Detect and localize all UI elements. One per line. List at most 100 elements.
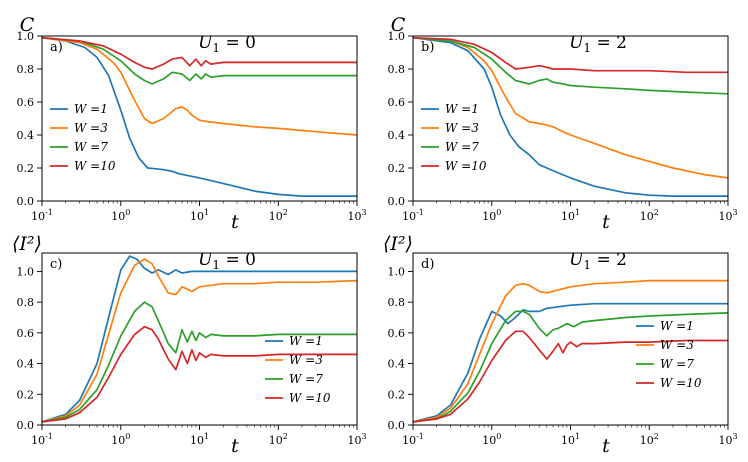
x-axis-label: t bbox=[231, 211, 239, 233]
x-tick-label: 103 bbox=[347, 208, 366, 223]
panel-title: U1 = 2 bbox=[569, 250, 627, 272]
x-tick-label: 103 bbox=[718, 432, 737, 447]
panel-a: 10-1 100 101 102 103 0.0 0.2 0.4 0.6 0.8 1.0 a) U1 =… bbox=[17, 14, 367, 233]
plot-frame bbox=[412, 35, 729, 202]
series-line-3 bbox=[413, 36, 728, 95]
legend-entry: W =10 bbox=[289, 391, 331, 405]
y-axis-label: C bbox=[20, 14, 35, 36]
legend-entry: W =1 bbox=[289, 334, 323, 348]
series-line-1 bbox=[42, 255, 357, 423]
panel-c: 10-1 100 101 102 103 0.0 0.2 0.4 0.6 0.8 1.0 c) U1 =… bbox=[12, 233, 367, 457]
panel-d: 10-1 100 101 102 103 0.0 0.2 0.4 0.6 0.8 1.0 d) U1 =… bbox=[383, 233, 738, 457]
legend-entry: W =3 bbox=[445, 121, 479, 135]
series-line-4 bbox=[42, 325, 357, 423]
x-axis-label: t bbox=[231, 435, 239, 457]
y-axis-label: C bbox=[391, 14, 406, 36]
y-tick-label: 0.2 bbox=[388, 388, 406, 401]
legend-entry: W =3 bbox=[289, 353, 323, 367]
y-tick-label: 0.6 bbox=[17, 327, 35, 340]
plot-frame bbox=[412, 252, 729, 426]
series-line-4 bbox=[413, 330, 728, 423]
x-tick-label: 102 bbox=[640, 208, 659, 223]
x-tick-label: 100 bbox=[111, 208, 130, 223]
y-tick-label: 0.0 bbox=[388, 419, 406, 432]
x-tick-label: 100 bbox=[111, 432, 130, 447]
y-tick-label: 0.4 bbox=[17, 358, 35, 371]
y-tick-label: 0.2 bbox=[17, 388, 35, 401]
legend-entry: W =7 bbox=[445, 140, 479, 154]
legend-entry: W =1 bbox=[660, 319, 694, 333]
legend-entry: W =1 bbox=[445, 102, 479, 116]
legend-entry: W =10 bbox=[660, 376, 702, 390]
y-tick-label: 0.4 bbox=[388, 129, 406, 142]
legend-entry: W =7 bbox=[660, 357, 694, 371]
y-tick-label: 0.4 bbox=[17, 129, 35, 142]
x-axis-label: t bbox=[602, 435, 610, 457]
y-tick-label: 0.8 bbox=[388, 296, 406, 309]
series-line-2 bbox=[413, 279, 728, 423]
series-line-3 bbox=[42, 36, 357, 85]
panel-tag: a) bbox=[50, 40, 63, 55]
y-tick-label: 0.6 bbox=[388, 327, 406, 340]
series-line-2 bbox=[413, 36, 728, 179]
x-tick-label: 102 bbox=[640, 432, 659, 447]
series-line-2 bbox=[42, 36, 357, 136]
y-tick-label: 0.8 bbox=[388, 63, 406, 76]
x-tick-label: 102 bbox=[269, 432, 288, 447]
panel-tag: b) bbox=[421, 40, 434, 55]
y-tick-label: 1.0 bbox=[17, 30, 35, 43]
y-tick-label: 1.0 bbox=[388, 265, 406, 278]
x-tick-label: 103 bbox=[347, 432, 366, 447]
legend-entry: W =3 bbox=[74, 121, 108, 135]
series-line-3 bbox=[42, 301, 357, 423]
series-line-1 bbox=[42, 36, 357, 197]
x-axis-label: t bbox=[602, 211, 610, 233]
x-tick-label: 103 bbox=[718, 208, 737, 223]
panel-tag: d) bbox=[421, 257, 434, 272]
y-tick-label: 1.0 bbox=[388, 30, 406, 43]
plot-frame bbox=[41, 252, 358, 426]
x-tick-label: 102 bbox=[269, 208, 288, 223]
panel-title: U1 = 0 bbox=[198, 250, 256, 272]
y-axis-label: ⟨I²⟩ bbox=[383, 233, 413, 255]
y-tick-label: 0.4 bbox=[388, 358, 406, 371]
y-tick-label: 0.0 bbox=[17, 195, 35, 208]
series-line-3 bbox=[413, 310, 728, 423]
panel-title: U1 = 0 bbox=[198, 33, 256, 55]
x-tick-label: 10-1 bbox=[31, 208, 53, 223]
series-line-4 bbox=[413, 36, 728, 74]
y-tick-label: 0.0 bbox=[17, 419, 35, 432]
series-line-2 bbox=[42, 258, 357, 423]
panel-b: 10-1 100 101 102 103 0.0 0.2 0.4 0.6 0.8 1.0 b) U1 =… bbox=[388, 14, 738, 233]
series-line-1 bbox=[413, 36, 728, 197]
legend-entry: W =10 bbox=[74, 159, 116, 173]
series-line-1 bbox=[413, 302, 728, 423]
panel-tag: c) bbox=[50, 257, 62, 272]
legend-entry: W =3 bbox=[660, 338, 694, 352]
x-tick-label: 100 bbox=[482, 432, 501, 447]
x-tick-label: 101 bbox=[561, 208, 580, 223]
y-tick-label: 0.0 bbox=[388, 195, 406, 208]
x-tick-label: 10-1 bbox=[402, 432, 424, 447]
y-tick-label: 0.6 bbox=[17, 96, 35, 109]
series-line-4 bbox=[42, 36, 357, 70]
x-tick-label: 101 bbox=[190, 208, 209, 223]
x-tick-label: 101 bbox=[561, 432, 580, 447]
y-tick-label: 0.8 bbox=[17, 296, 35, 309]
x-tick-label: 100 bbox=[482, 208, 501, 223]
panel-title: U1 = 2 bbox=[569, 33, 627, 55]
y-tick-label: 1.0 bbox=[17, 265, 35, 278]
plot-frame bbox=[41, 35, 358, 202]
legend-entry: W =7 bbox=[74, 140, 108, 154]
x-tick-label: 10-1 bbox=[402, 208, 424, 223]
legend-entry: W =7 bbox=[289, 372, 323, 386]
y-tick-label: 0.2 bbox=[388, 162, 406, 175]
x-tick-label: 10-1 bbox=[31, 432, 53, 447]
y-tick-label: 0.6 bbox=[388, 96, 406, 109]
y-tick-label: 0.2 bbox=[17, 162, 35, 175]
x-tick-label: 101 bbox=[190, 432, 209, 447]
y-axis-label: ⟨I²⟩ bbox=[12, 233, 42, 255]
legend-entry: W =1 bbox=[74, 102, 108, 116]
legend-entry: W =10 bbox=[445, 159, 487, 173]
